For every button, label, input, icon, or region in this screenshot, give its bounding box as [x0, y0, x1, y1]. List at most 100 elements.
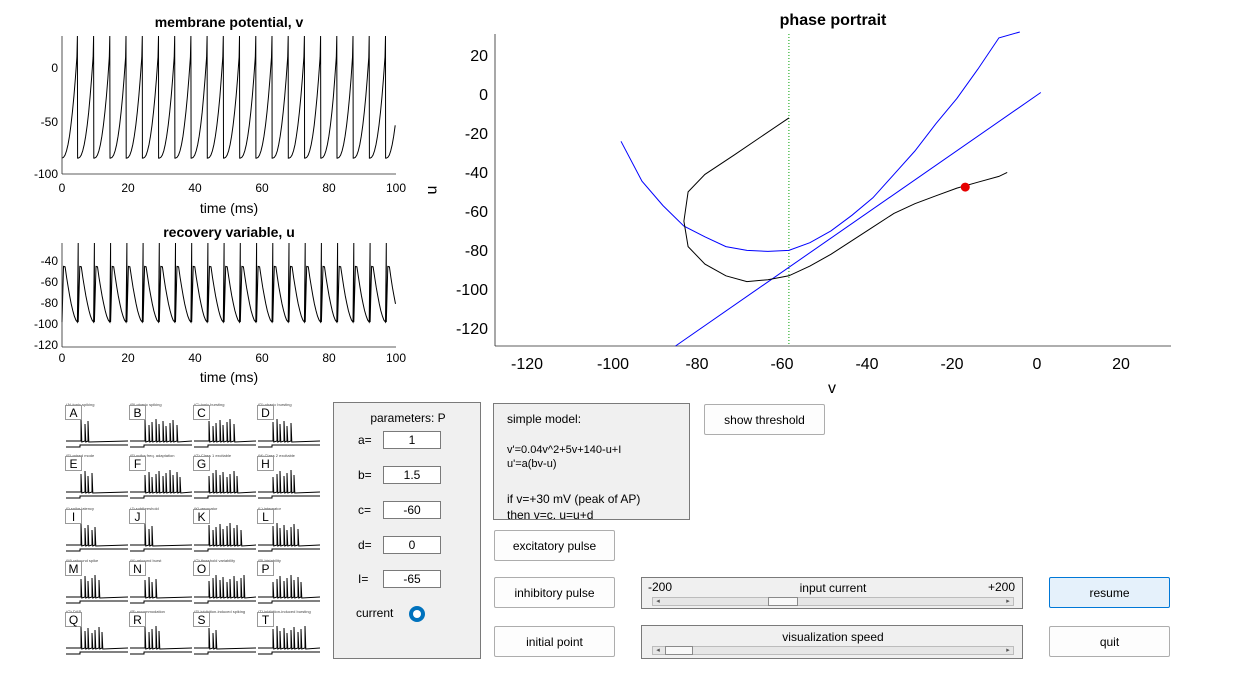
neuron-type-q[interactable]: (Q) DAPQ: [62, 608, 132, 656]
current-radio[interactable]: [409, 606, 425, 622]
neuron-type-input-line: [130, 651, 192, 655]
membrane-xtick-1: 20: [121, 181, 135, 195]
show-threshold-button[interactable]: show threshold: [704, 404, 825, 435]
visualization-speed-panel: visualization speed ◂ ▸: [641, 625, 1023, 659]
neuron-type-letter: M: [65, 561, 82, 576]
slider-right-arrow-icon[interactable]: ▸: [1006, 647, 1010, 654]
neuron-type-l[interactable]: (L) integratorL: [254, 505, 324, 553]
neuron-type-input-line: [66, 548, 128, 552]
neuron-type-caption: (K) resonator: [194, 506, 218, 511]
neuron-type-letter: K: [193, 509, 210, 524]
membrane-plot: [61, 35, 396, 175]
neuron-type-input-line: [130, 495, 192, 499]
neuron-type-p[interactable]: (P) bistabilityP: [254, 557, 324, 605]
neuron-type-input-line: [258, 495, 320, 499]
neuron-type-caption: (L) integrator: [258, 506, 282, 511]
visualization-speed-slider[interactable]: ◂ ▸: [652, 646, 1014, 655]
recovery-plot-title: recovery variable, u: [163, 224, 295, 240]
phase-ytick-1: 0: [479, 87, 488, 104]
neuron-type-letter: P: [257, 561, 274, 576]
neuron-type-voltage-line: [130, 418, 193, 443]
resume-button[interactable]: resume: [1049, 577, 1170, 608]
neuron-type-voltage-line: [130, 523, 193, 547]
neuron-type-g[interactable]: (G) Class 1 excitable G: [190, 452, 260, 500]
neuron-type-letter: D: [257, 405, 274, 420]
neuron-type-input-line: [194, 495, 256, 499]
neuron-type-input-line: [66, 444, 128, 448]
u-nullcline: [675, 92, 1042, 347]
excitatory-pulse-button[interactable]: excitatory pulse: [494, 530, 615, 561]
param-c-input[interactable]: -60: [383, 501, 441, 519]
model-condition: if v=+30 mV (peak of AP): [507, 492, 641, 506]
param-d-input[interactable]: 0: [383, 536, 441, 554]
neuron-type-caption: (D) phasic bursting: [258, 402, 292, 407]
input-current-slider[interactable]: ◂ ▸: [652, 597, 1014, 606]
neuron-type-caption: (E) mixed mode: [66, 453, 95, 458]
param-i-input[interactable]: -65: [383, 570, 441, 588]
neuron-type-trace: (O) threshold variability: [194, 558, 257, 604]
neuron-type-trace: (S) inhibition-induced spiking: [194, 609, 257, 655]
neuron-type-d[interactable]: (D) phasic bursting D: [254, 401, 324, 449]
neuron-type-input-line: [194, 600, 256, 604]
neuron-type-caption: (S) inhibition-induced spiking: [194, 609, 245, 614]
slider-left-arrow-icon[interactable]: ◂: [656, 647, 660, 654]
neuron-type-o[interactable]: (O) threshold variability O: [190, 557, 260, 605]
membrane-plot-title: membrane potential, v: [154, 14, 304, 30]
neuron-type-caption: (G) Class 1 excitable: [194, 453, 232, 458]
neuron-type-voltage-line: [194, 418, 257, 443]
neuron-type-caption: (A) tonic spiking: [66, 402, 94, 407]
input-current-min-label: -200: [648, 580, 673, 594]
phase-ytick-6: -100: [455, 282, 488, 299]
neuron-type-caption: (P) bistability: [258, 558, 281, 563]
input-current-slider-thumb[interactable]: [768, 597, 799, 606]
visualization-speed-slider-thumb[interactable]: [665, 646, 693, 655]
recovery-ytick-3: -100: [33, 317, 58, 331]
param-a-input[interactable]: 1: [383, 431, 441, 449]
neuron-type-trace: (K) resonator: [194, 506, 257, 552]
neuron-type-voltage-line: [130, 469, 193, 494]
neuron-type-voltage-line: [66, 625, 129, 650]
param-b-input[interactable]: 1.5: [383, 466, 441, 484]
slider-left-arrow-icon[interactable]: ◂: [656, 598, 660, 605]
neuron-type-input-line: [258, 600, 320, 604]
current-label: current: [356, 606, 394, 620]
neuron-type-trace: (D) phasic bursting: [258, 402, 321, 448]
neuron-type-f[interactable]: (F) spike freq. adaptation F: [126, 452, 196, 500]
neuron-type-input-line: [194, 548, 256, 552]
neuron-type-r[interactable]: (R) accommodation R: [126, 608, 196, 656]
neuron-type-h[interactable]: (H) Class 2 excitable H: [254, 452, 324, 500]
phase-plot[interactable]: [0, 0, 1234, 400]
neuron-type-voltage-line: [258, 574, 321, 599]
neuron-type-input-line: [194, 444, 256, 448]
neuron-type-k[interactable]: (K) resonatorK: [190, 505, 260, 553]
neuron-type-caption: (C) tonic bursting: [194, 402, 224, 407]
neuron-type-voltage-line: [66, 470, 129, 494]
neuron-type-s[interactable]: (S) inhibition-induced spiking S: [190, 608, 260, 656]
quit-button[interactable]: quit: [1049, 626, 1170, 657]
phase-ytick-5: -80: [464, 243, 488, 260]
neuron-type-t[interactable]: (T) inhibition-induced bursting T: [254, 608, 324, 656]
inhibitory-pulse-button[interactable]: inhibitory pulse: [494, 577, 615, 608]
neuron-type-trace: (C) tonic bursting: [194, 402, 257, 448]
neuron-type-caption: (H) Class 2 excitable: [258, 453, 296, 458]
initial-point-button[interactable]: initial point: [494, 626, 615, 657]
neuron-type-letter: T: [257, 612, 274, 627]
neuron-type-input-line: [194, 651, 256, 655]
neuron-type-m[interactable]: (M) rebound spike M: [62, 557, 132, 605]
input-current-panel: -200 input current +200 ◂ ▸: [641, 577, 1023, 609]
membrane-ytick-2: -100: [33, 167, 58, 181]
model-title: simple model:: [507, 412, 582, 426]
neuron-type-voltage-line: [130, 576, 193, 599]
neuron-type-trace: (R) accommodation: [130, 609, 193, 655]
neuron-type-letter: G: [193, 456, 210, 471]
membrane-trace: [61, 35, 396, 159]
slider-right-arrow-icon[interactable]: ▸: [1006, 598, 1010, 605]
neuron-type-trace: (H) Class 2 excitable: [258, 453, 321, 499]
